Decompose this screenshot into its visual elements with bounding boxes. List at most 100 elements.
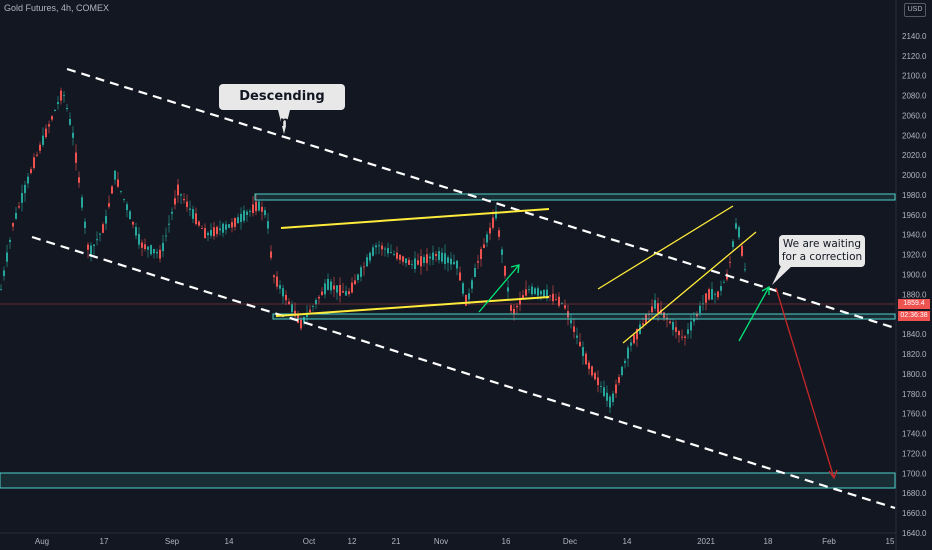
candle-body bbox=[654, 299, 656, 309]
rising-wedge-upper[interactable] bbox=[597, 205, 734, 290]
descending-channel-label[interactable]: Descending Channel bbox=[219, 84, 345, 130]
support-zone[interactable] bbox=[272, 313, 896, 320]
candle-body bbox=[738, 227, 740, 238]
candle-body bbox=[552, 293, 554, 302]
x-tick-label: 14 bbox=[623, 537, 632, 546]
candle-body bbox=[330, 281, 332, 291]
y-tick-label: 1840.0 bbox=[902, 330, 927, 339]
candle-body bbox=[42, 135, 44, 145]
candle-body bbox=[498, 230, 500, 237]
candle-body bbox=[318, 296, 320, 299]
candle-body bbox=[273, 275, 275, 278]
candle-body bbox=[483, 244, 485, 249]
x-tick-label: 16 bbox=[502, 537, 511, 546]
candle-body bbox=[723, 282, 725, 284]
candle-body bbox=[72, 132, 74, 138]
waiting-note-line1: We are waiting bbox=[782, 238, 862, 250]
x-tick-label: Sep bbox=[165, 537, 180, 546]
candle-body bbox=[120, 191, 122, 192]
candle-body bbox=[9, 239, 11, 242]
green-arrow-up-1[interactable] bbox=[478, 264, 520, 313]
candle-body bbox=[612, 393, 614, 402]
candle-body bbox=[627, 347, 629, 359]
candle-body bbox=[249, 210, 251, 212]
y-tick-label: 1880.0 bbox=[902, 290, 927, 299]
green-arrow-up-2[interactable] bbox=[738, 285, 770, 342]
candle-body bbox=[690, 321, 692, 331]
trend-line-top[interactable] bbox=[280, 208, 550, 229]
waiting-correction-note[interactable]: We are waiting for a correction bbox=[779, 235, 865, 267]
candle-body bbox=[123, 199, 125, 200]
candle-body bbox=[663, 312, 665, 318]
candle-body bbox=[285, 294, 287, 301]
candle-body bbox=[300, 319, 302, 329]
candle-body bbox=[60, 90, 62, 101]
candle-body bbox=[150, 245, 152, 255]
candle-body bbox=[672, 321, 674, 330]
y-tick-label: 1900.0 bbox=[902, 271, 927, 280]
candle-body bbox=[633, 335, 635, 344]
candle-body bbox=[102, 224, 104, 233]
x-tick-label: Oct bbox=[303, 537, 316, 546]
trend-line-bottom[interactable] bbox=[275, 296, 550, 317]
candle-body bbox=[591, 366, 593, 376]
candle-body bbox=[720, 286, 722, 291]
candle-body bbox=[138, 233, 140, 245]
candle-body bbox=[528, 289, 530, 291]
candle-body bbox=[468, 293, 470, 300]
currency-badge[interactable]: USD bbox=[904, 3, 926, 17]
candle-body bbox=[624, 360, 626, 364]
candle-body bbox=[357, 274, 359, 281]
candle-body bbox=[252, 204, 254, 213]
candle-body bbox=[159, 249, 161, 259]
candle-body bbox=[474, 268, 476, 277]
candle-body bbox=[129, 211, 131, 220]
candle-body bbox=[96, 239, 98, 241]
candle-body bbox=[486, 234, 488, 243]
candle-body bbox=[630, 342, 632, 346]
candle-body bbox=[576, 335, 578, 338]
rising-wedge-lower[interactable] bbox=[622, 231, 757, 344]
candle-body bbox=[264, 210, 266, 216]
candle-body bbox=[600, 386, 602, 387]
candle-body bbox=[141, 242, 143, 248]
candle-body bbox=[549, 295, 551, 297]
x-tick-label: Aug bbox=[35, 537, 49, 546]
candle-body bbox=[393, 254, 395, 255]
candle-body bbox=[504, 265, 506, 276]
y-tick-label: 1820.0 bbox=[902, 350, 927, 359]
candle-body bbox=[132, 221, 134, 225]
y-tick-label: 2060.0 bbox=[902, 111, 927, 120]
channel-upper-line[interactable] bbox=[66, 67, 896, 330]
candle-body bbox=[531, 286, 533, 295]
channel-lower-line[interactable] bbox=[31, 235, 896, 510]
candle-body bbox=[489, 227, 491, 234]
candle-body bbox=[153, 248, 155, 254]
demand-zone[interactable] bbox=[0, 472, 896, 489]
y-tick-label: 2140.0 bbox=[902, 32, 927, 41]
candle-body bbox=[156, 251, 158, 254]
candle-body bbox=[744, 269, 746, 271]
candle-body bbox=[555, 299, 557, 301]
x-tick-label: 17 bbox=[100, 537, 109, 546]
candle-body bbox=[444, 253, 446, 265]
candle-body bbox=[354, 280, 356, 285]
candle-body bbox=[186, 201, 188, 208]
candle-body bbox=[708, 289, 710, 300]
candle-body bbox=[411, 263, 413, 265]
candle-body bbox=[558, 296, 560, 306]
y-tick-label: 2100.0 bbox=[902, 72, 927, 81]
candle-body bbox=[540, 290, 542, 295]
candle-body bbox=[147, 246, 149, 250]
y-tick-label: 1940.0 bbox=[902, 231, 927, 240]
candle-body bbox=[438, 251, 440, 261]
candle-body bbox=[651, 306, 653, 313]
candle-body bbox=[366, 257, 368, 267]
candle-body bbox=[54, 109, 56, 111]
candle-body bbox=[615, 384, 617, 394]
red-projection-arrow[interactable] bbox=[775, 287, 838, 480]
candle-body bbox=[174, 198, 176, 205]
last-price-tag: 1859.4 bbox=[898, 299, 930, 309]
resistance-zone[interactable] bbox=[254, 193, 896, 201]
